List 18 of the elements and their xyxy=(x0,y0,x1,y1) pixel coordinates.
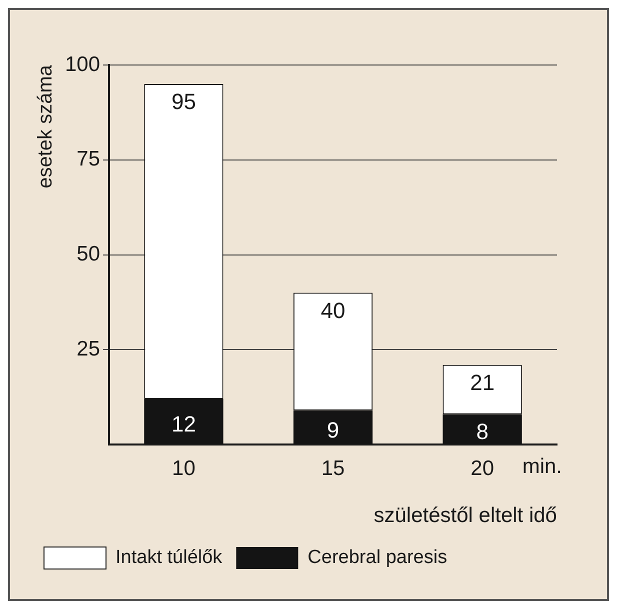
y-tick-label: 50 xyxy=(76,242,100,266)
x-tick-label: 10 xyxy=(172,456,196,480)
y-axis-title: esetek száma xyxy=(34,64,57,188)
x-tick-label: 20 xyxy=(470,456,494,480)
legend-label: Intakt túlélők xyxy=(116,547,223,568)
text: min. xyxy=(522,454,562,478)
total-label: 95 xyxy=(171,89,196,114)
legend-label: Cerebral paresis xyxy=(308,547,448,568)
total-label: 40 xyxy=(320,298,346,323)
y-tick-label: 100 xyxy=(64,52,100,76)
y-tick-label: 25 xyxy=(76,337,100,360)
x-tick-label: 15 xyxy=(321,456,345,480)
total-label: 21 xyxy=(470,370,495,395)
data-label: 8 xyxy=(476,419,488,444)
x-axis-title: születéstől eltelt idő xyxy=(374,504,557,528)
data-label: 12 xyxy=(171,412,196,437)
y-tick-label: 75 xyxy=(76,148,100,171)
data-label: 9 xyxy=(326,417,340,442)
